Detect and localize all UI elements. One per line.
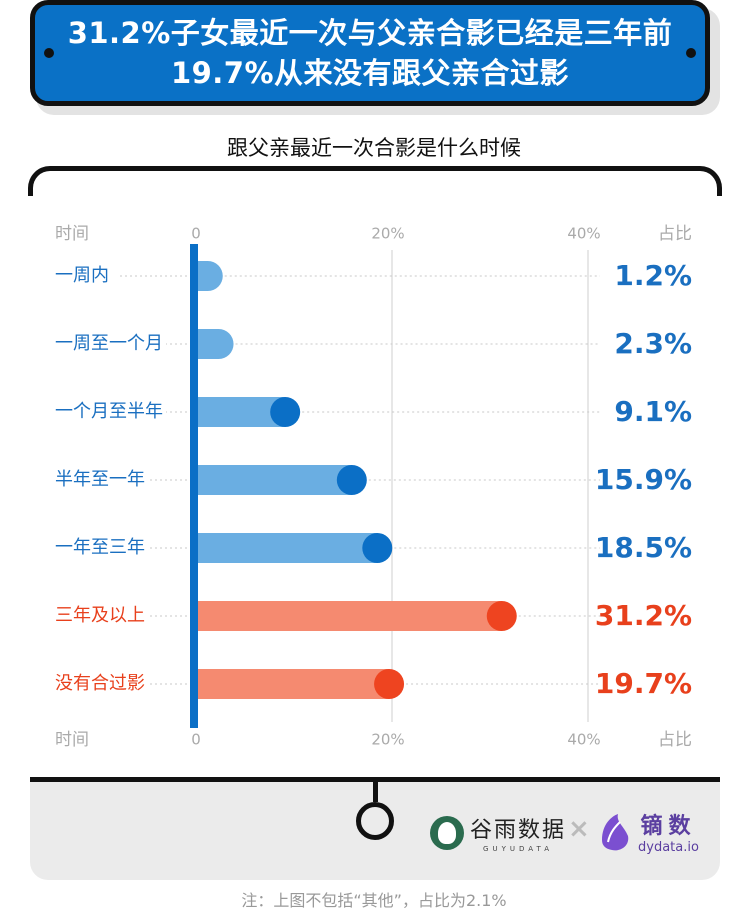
category-label: 没有合过影 [55, 673, 145, 694]
title-line-1: 31.2%子女最近一次与父亲合影已经是三年前 [67, 16, 673, 50]
value-label: 2.3% [614, 327, 692, 360]
category-label-bg [50, 399, 166, 425]
value-label: 15.9% [595, 463, 692, 496]
bar-end-dot [336, 465, 367, 495]
value-label-bg [600, 531, 696, 565]
title-line-2: 19.7%从来没有跟父亲合过影 [170, 56, 570, 90]
title-box: 31.2%子女最近一次与父亲合影已经是三年前 19.7%从来没有跟父亲合过影 [30, 0, 710, 106]
x-tick-label: 0 [191, 731, 201, 749]
dydata-leaf-icon [602, 813, 629, 850]
value-label: 9.1% [614, 395, 692, 428]
axis-right-label: 占比 [658, 224, 692, 244]
value-label-bg [600, 667, 696, 701]
title-banner: 31.2%子女最近一次与父亲合影已经是三年前 19.7%从来没有跟父亲合过影 [30, 0, 720, 115]
bar [196, 465, 352, 495]
times-sign: × [568, 814, 590, 844]
chart-top-bracket [28, 166, 722, 196]
bar-end-dot [486, 601, 517, 631]
axis-left-label: 时间 [55, 730, 89, 750]
value-label-bg [600, 599, 696, 633]
dydata-logo: 镝数 dydata.io [598, 808, 699, 855]
bar [196, 601, 502, 631]
footnote: 注：上图不包括“其他”，占比为2.1% [241, 891, 507, 910]
bar-end-dot [203, 329, 234, 359]
value-label-bg [600, 259, 696, 293]
bar-end-dot [362, 533, 393, 563]
x-tick-label: 0 [191, 225, 201, 243]
category-label-bg [50, 331, 166, 357]
guyu-logo: 谷雨数据 GUYUDATA [430, 812, 566, 853]
footer-line [30, 777, 720, 782]
axis-left-label: 时间 [55, 224, 89, 244]
category-label: 一周至一个月 [55, 333, 163, 354]
value-label: 19.7% [595, 667, 692, 700]
bar-end-dot [374, 669, 405, 699]
knob-stem [373, 782, 378, 802]
value-label: 1.2% [614, 259, 692, 292]
category-label-bg [50, 535, 148, 561]
category-label-bg [50, 467, 148, 493]
bar [196, 669, 390, 699]
dydata-logo-subtext: dydata.io [638, 840, 699, 855]
value-label-bg [600, 395, 696, 429]
dydata-logo-text: 镝数 [640, 814, 697, 839]
title-dot-right [686, 48, 696, 58]
x-tick-label: 40% [567, 731, 600, 749]
axis-right-label: 占比 [658, 730, 692, 750]
guyu-logo-text: 谷雨数据 [470, 818, 567, 843]
x-tick-label: 20% [371, 731, 404, 749]
category-label: 一个月至半年 [55, 401, 163, 422]
bar [196, 533, 378, 563]
knob-circle [356, 802, 394, 840]
bar-end-dot [192, 261, 223, 291]
value-label-bg [600, 463, 696, 497]
value-label: 31.2% [595, 599, 692, 632]
category-label-bg [50, 603, 148, 629]
bar-end-dot [270, 397, 301, 427]
category-label-bg [50, 263, 112, 289]
x-tick-label: 20% [371, 225, 404, 243]
title-dot-left [44, 48, 54, 58]
category-label: 一年至三年 [55, 537, 145, 558]
category-label: 半年至一年 [55, 469, 145, 490]
guyu-logo-subtext: GUYUDATA [483, 845, 553, 853]
category-label: 一周内 [55, 265, 109, 286]
category-label: 三年及以上 [55, 605, 145, 626]
x-tick-label: 40% [567, 225, 600, 243]
guyu-bird-icon [430, 815, 464, 850]
value-label: 18.5% [595, 531, 692, 564]
chart-subtitle: 跟父亲最近一次合影是什么时候 [227, 136, 521, 160]
y-axis-bar [190, 244, 198, 728]
category-label-bg [50, 671, 148, 697]
value-label-bg [600, 327, 696, 361]
